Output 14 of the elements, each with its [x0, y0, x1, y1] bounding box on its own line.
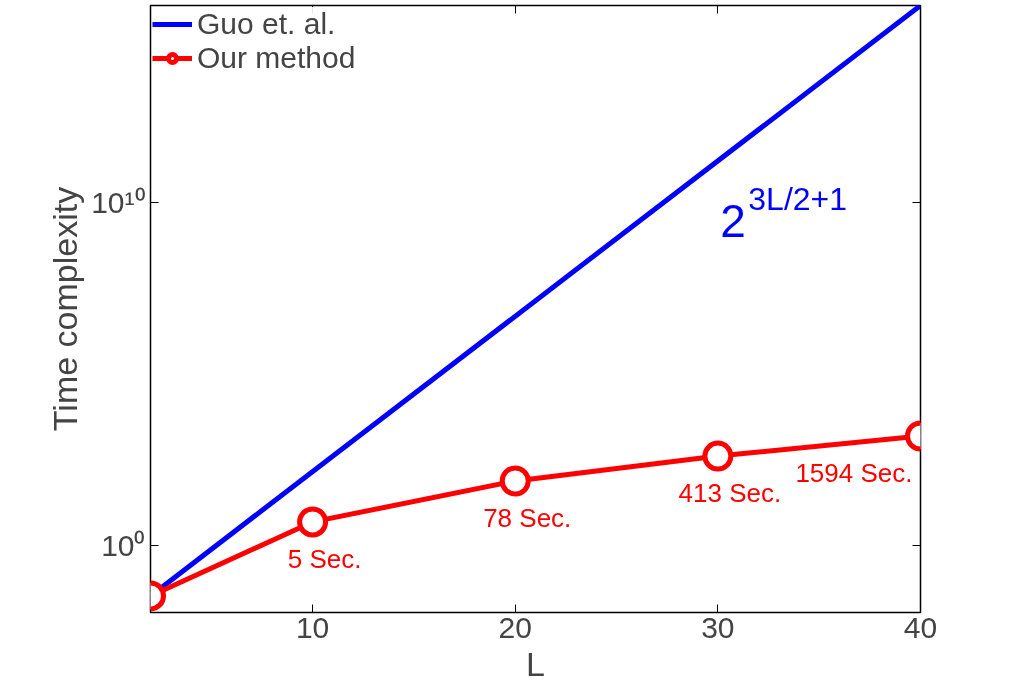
- y-tick-label: 10¹⁰: [91, 186, 146, 220]
- x-tick-label: 10: [295, 610, 330, 644]
- x-tick-label: 20: [498, 610, 532, 644]
- data-label: 5 Sec.: [287, 543, 362, 574]
- x-axis-title: L: [526, 644, 545, 683]
- y-axis-title: Time complexity: [46, 186, 85, 432]
- data-label: 413 Sec.: [678, 478, 782, 509]
- y-tick-label: 10⁰: [101, 529, 146, 563]
- x-tick-label: 40: [903, 610, 938, 644]
- data-label: 78 Sec.: [483, 502, 572, 533]
- data-label: 1594 Sec.: [795, 457, 913, 488]
- legend-label: Our method: [197, 41, 356, 75]
- x-tick-label: 30: [701, 610, 735, 644]
- legend-label: Guo et. al.: [197, 7, 336, 41]
